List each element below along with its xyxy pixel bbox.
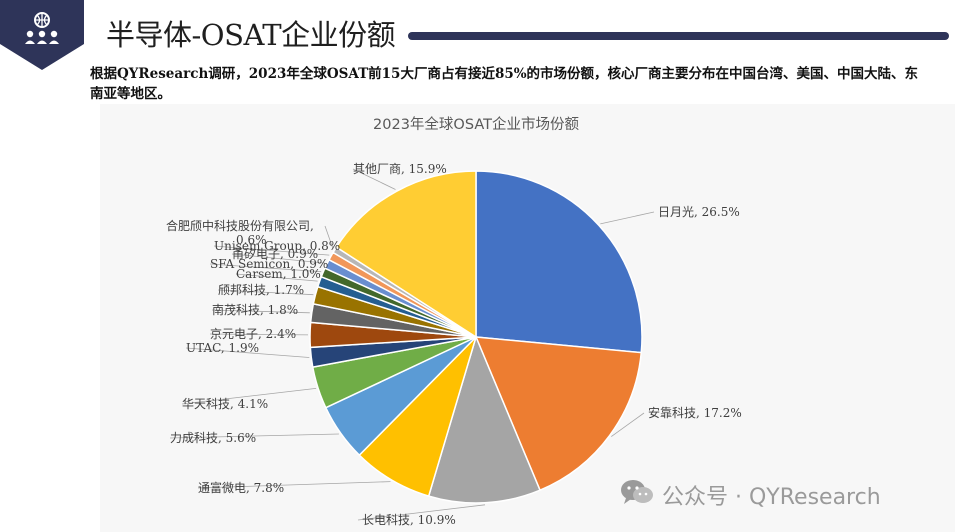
leader-line <box>600 211 655 225</box>
pie-slice <box>335 170 477 339</box>
data-label: Carsem, 1.0% <box>236 267 321 281</box>
chart-title: 2023年全球OSAT企业市场份额 <box>373 115 579 133</box>
leader-line <box>324 225 334 249</box>
people-network-icon <box>25 12 59 44</box>
wechat-icon <box>620 478 654 512</box>
leader-line <box>231 253 326 264</box>
pie-slice <box>474 336 643 492</box>
data-label: 华天科技, 4.1% <box>182 397 268 411</box>
title-underline <box>408 32 949 40</box>
data-label: 长电科技, 10.9% <box>362 513 456 527</box>
data-label: UTAC, 1.9% <box>186 341 259 355</box>
header: 半导体-OSAT企业份额 <box>106 10 955 56</box>
leader-line <box>185 347 310 358</box>
data-label: 力成科技, 5.6% <box>170 431 256 445</box>
leader-line <box>169 433 339 439</box>
data-label: SFA Semicon, 0.9% <box>210 257 328 271</box>
leader-line <box>211 309 310 314</box>
watermark: 公众号 · QYResearch <box>620 478 881 512</box>
leader-line <box>357 504 486 521</box>
leader-line <box>213 245 330 256</box>
data-label: 颀邦科技, 1.7% <box>218 283 304 297</box>
pie-chart: 2023年全球OSAT企业市场份额 日月光, 26.5% 安靠科技, 17.2% 长… <box>166 115 742 527</box>
data-label: Unisem Group, 0.8% <box>214 239 340 253</box>
pie-chart-panel: 2023年全球OSAT企业市场份额 日月光, 26.5% 安靠科技, 17.2% 长… <box>100 104 955 532</box>
data-label: 其他厂商, 15.9% <box>353 161 447 176</box>
data-label: 安靠科技, 17.2% <box>648 405 742 420</box>
leader-line <box>352 168 396 190</box>
data-label: 通富微电, 7.8% <box>198 480 284 495</box>
leader-line <box>611 412 645 437</box>
watermark-text: 公众号 · QYResearch <box>662 485 881 510</box>
leader-line <box>209 333 309 336</box>
data-label: 合肥颀中科技股份有限公司, 0.6% <box>166 218 314 247</box>
header-badge <box>0 0 84 70</box>
leader-line <box>197 481 391 489</box>
leader-line <box>181 388 317 405</box>
data-label: 日月光, 26.5% <box>658 205 740 219</box>
data-label: 京元电子, 2.4% <box>210 327 296 341</box>
leader-line <box>209 263 322 273</box>
pie-slice <box>475 170 643 354</box>
data-label: 南茂科技, 1.8% <box>212 302 298 317</box>
page-title: 半导体-OSAT企业份额 <box>106 18 396 52</box>
pie-slice <box>427 334 541 504</box>
leader-line <box>217 289 314 296</box>
data-label: 甬矽电子, 0.9% <box>232 246 318 261</box>
leader-line <box>235 273 318 282</box>
intro-paragraph: 根据QYResearch调研，2023年全球OSAT前15大厂商占有接近85%的… <box>90 66 919 102</box>
